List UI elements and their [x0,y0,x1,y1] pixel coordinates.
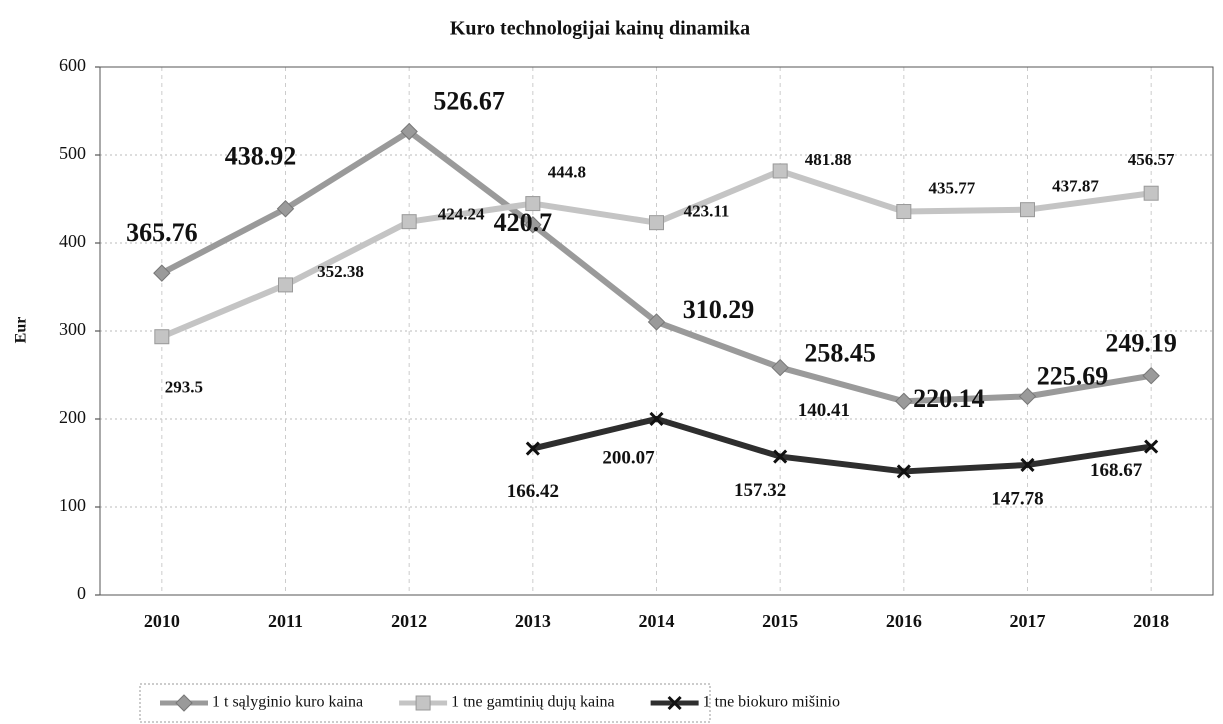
marker [1020,457,1035,473]
data-label: 444.8 [548,162,586,181]
marker [647,313,666,331]
data-label: 140.41 [798,400,850,421]
marker [401,214,417,230]
y-tick-label: 0 [77,583,86,603]
data-label: 220.14 [913,384,985,413]
data-label: 423.11 [684,202,730,221]
x-tick-label: 2016 [886,611,922,631]
x-tick-label: 2017 [1010,611,1046,631]
y-tick-label: 300 [59,319,86,339]
data-label: 293.5 [165,378,203,397]
marker [276,200,295,218]
legend-label: 1 tne gamtinių dujų kaina [451,694,615,711]
data-label: 168.67 [1090,460,1143,481]
data-label: 310.29 [683,295,755,324]
x-tick-label: 2013 [515,611,551,631]
data-label: 258.45 [804,339,876,368]
data-label: 424.24 [438,205,485,224]
x-tick-label: 2011 [268,611,303,631]
marker [896,204,912,220]
marker [1143,185,1159,201]
legend-label: 1 tne biokuro mišinio [703,694,840,711]
marker [773,449,788,464]
marker [771,358,789,377]
x-tick-label: 2010 [144,611,180,631]
y-tick-label: 600 [59,55,86,75]
marker [649,411,664,426]
y-tick-label: 200 [59,407,86,427]
data-label: 225.69 [1037,361,1109,390]
y-axis-label: Eur [13,317,30,344]
data-label: 437.87 [1052,177,1099,196]
marker [525,196,541,212]
marker [415,695,431,711]
marker [895,392,913,410]
y-tick-label: 100 [59,495,86,515]
marker [154,329,170,345]
data-label: 166.42 [507,481,559,502]
marker [772,163,788,179]
marker [525,441,540,456]
marker [278,277,293,293]
data-label: 456.57 [1128,150,1175,169]
plot-frame [99,66,1214,596]
data-label: 435.77 [928,178,975,197]
legend-label: 1 t sąlyginio kuro kaina [212,694,363,711]
x-tick-label: 2014 [639,611,675,631]
marker [1018,387,1037,406]
marker [1142,367,1160,385]
data-label: 365.76 [126,218,198,247]
marker [667,695,682,711]
data-label: 249.19 [1105,329,1177,358]
x-tick-label: 2015 [762,611,798,631]
marker [400,122,418,141]
data-label: 147.78 [991,488,1043,509]
data-label: 200.07 [602,447,655,468]
data-label: 481.88 [805,150,852,169]
y-tick-label: 500 [59,143,86,163]
data-label: 352.38 [317,262,364,281]
data-label: 157.32 [734,480,786,501]
marker [649,215,664,231]
data-label: 526.67 [433,86,505,115]
marker [896,464,911,479]
data-label: 438.92 [225,142,297,171]
marker [524,216,542,234]
chart-title: Kuro technologijai kainų dinamika [450,18,750,40]
marker [153,264,171,282]
data-label: 420.7 [494,208,553,237]
marker [1144,439,1159,454]
y-tick-label: 400 [59,231,86,251]
series-line [532,415,1152,475]
x-tick-label: 2012 [391,611,427,631]
x-tick-label: 2018 [1133,611,1169,631]
marker [1020,202,1035,218]
marker [175,694,193,712]
legend-box [139,683,711,723]
